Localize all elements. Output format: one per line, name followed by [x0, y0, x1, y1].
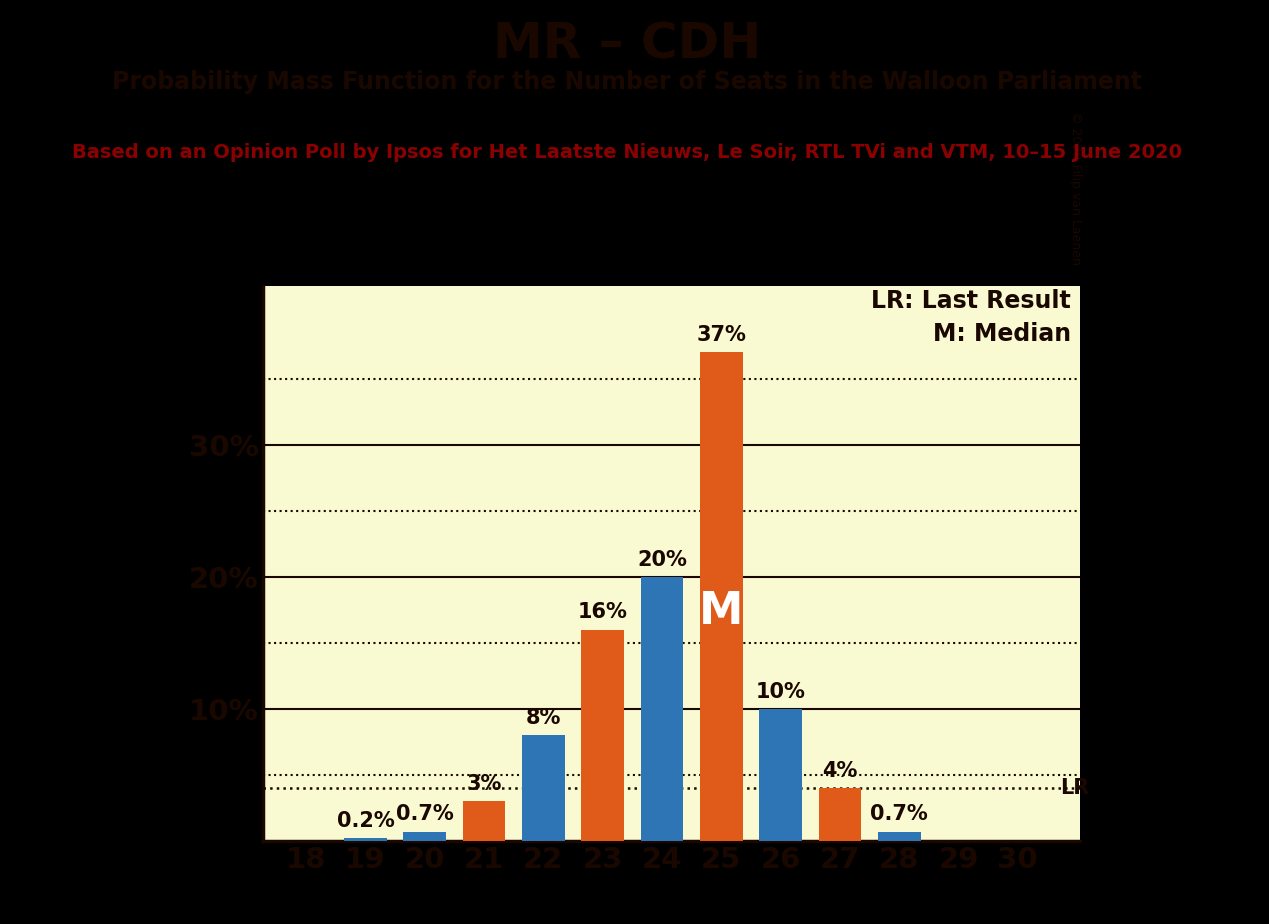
Text: © 2020 Filip van Laenen: © 2020 Filip van Laenen: [1068, 111, 1082, 265]
Bar: [404, 832, 447, 841]
Bar: [759, 709, 802, 841]
Text: 16%: 16%: [577, 602, 628, 623]
Text: 8%: 8%: [525, 708, 561, 728]
Text: 0.7%: 0.7%: [396, 804, 453, 824]
Text: 3%: 3%: [466, 774, 501, 794]
Text: 0.2%: 0.2%: [336, 811, 395, 831]
Text: 0.7%: 0.7%: [871, 804, 928, 824]
Bar: [581, 629, 624, 841]
Text: 4%: 4%: [822, 760, 858, 781]
Text: LR: Last Result: LR: Last Result: [872, 289, 1071, 313]
Bar: [878, 832, 920, 841]
Text: 37%: 37%: [697, 325, 746, 346]
Text: M: M: [699, 590, 744, 633]
Text: Probability Mass Function for the Number of Seats in the Walloon Parliament: Probability Mass Function for the Number…: [112, 70, 1142, 94]
Bar: [522, 736, 565, 841]
Text: MR – CDH: MR – CDH: [492, 20, 761, 68]
Text: Based on an Opinion Poll by Ipsos for Het Laatste Nieuws, Le Soir, RTL TVi and V: Based on an Opinion Poll by Ipsos for He…: [72, 143, 1181, 163]
Bar: [344, 838, 387, 841]
Text: 10%: 10%: [755, 682, 806, 701]
Text: 20%: 20%: [637, 550, 687, 569]
Text: LR: LR: [1061, 778, 1090, 798]
Bar: [819, 788, 862, 841]
Text: M: Median: M: Median: [933, 322, 1071, 346]
Bar: [700, 352, 742, 841]
Bar: [463, 801, 505, 841]
Bar: [641, 577, 683, 841]
